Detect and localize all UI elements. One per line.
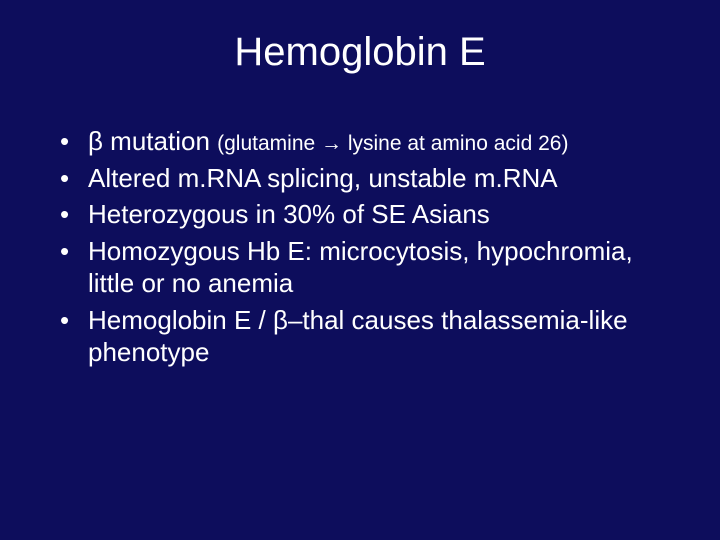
bullet-text: Homozygous Hb E: microcytosis, hypochrom… <box>88 236 633 299</box>
bullet-text: Hemoglobin E / β–thal causes thalassemia… <box>88 305 628 368</box>
bullet-item: Heterozygous in 30% of SE Asians <box>60 198 680 231</box>
bullet-item: Hemoglobin E / β–thal causes thalassemia… <box>60 304 680 369</box>
bullet-item: β mutation (glutamine → lysine at amino … <box>60 125 680 158</box>
slide: Hemoglobin E β mutation (glutamine → lys… <box>0 0 720 540</box>
bullet-item: Altered m.RNA splicing, unstable m.RNA <box>60 162 680 195</box>
bullet-item: Homozygous Hb E: microcytosis, hypochrom… <box>60 235 680 300</box>
bullet-subtext: (glutamine → lysine at amino acid 26) <box>217 132 568 155</box>
slide-title: Hemoglobin E <box>40 30 680 75</box>
bullet-text: Altered m.RNA splicing, unstable m.RNA <box>88 163 558 193</box>
bullet-text: Heterozygous in 30% of SE Asians <box>88 199 490 229</box>
bullet-text: β mutation <box>88 126 217 156</box>
bullet-list: β mutation (glutamine → lysine at amino … <box>40 125 680 369</box>
